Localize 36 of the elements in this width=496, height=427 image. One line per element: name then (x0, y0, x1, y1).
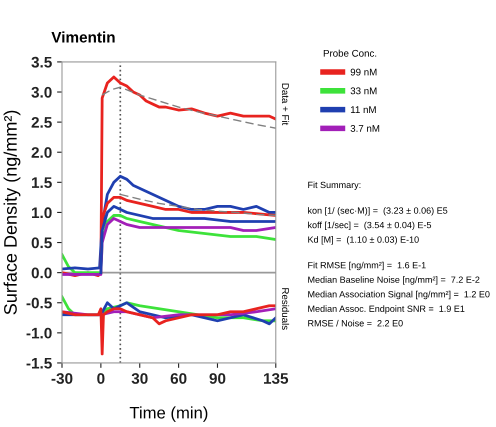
text: Residuals (282, 288, 290, 330)
text: Kd [M] = (1.10 ± 0.03) E-10 (308, 236, 419, 245)
legend-label: 99 nM (350, 68, 376, 76)
text: Median Assoc. Endpoint SNR = 1.9 E1 (308, 305, 464, 314)
chart-title: Vimentin (51, 31, 115, 43)
x-tick-label: -30 (52, 373, 72, 384)
x-tick-label: 90 (210, 373, 226, 384)
x-tick-label: 30 (132, 373, 148, 384)
text: Fit RMSE [ng/mm²] = 1.6 E-1 (308, 262, 426, 270)
y-tick-label: -1.0 (26, 328, 52, 339)
y-tick-label: 1.0 (32, 207, 52, 218)
y-tick-label: 2.0 (32, 147, 52, 158)
y-tick-label: 0.5 (32, 237, 52, 248)
text: kon [1/ (sec·M)] = (3.23 ± 0.06) E5 (308, 207, 448, 216)
x-tick-label: 60 (170, 373, 186, 384)
legend-label: 11 nM (350, 106, 376, 113)
y-tick-label: -1.5 (26, 358, 52, 369)
y-tick-label: 3.5 (31, 56, 52, 68)
text: koff [1/sec] = (3.54 ± 0.04) E-5 (308, 222, 432, 230)
x-tick-label: 0 (97, 373, 104, 384)
legend-label: 3.7 nM (350, 124, 380, 132)
legend-title: Probe Conc. (324, 50, 376, 57)
y-tick-label: 1.5 (32, 177, 52, 188)
y-axis-title: Surface Density (ng/mm²) (4, 110, 20, 314)
x-tick-label: 135 (264, 373, 288, 384)
y-tick-label: 0.0 (32, 268, 52, 278)
text: RMSE / Noise = 2.2 E0 (308, 320, 403, 326)
text: Fit Summary: (308, 181, 360, 190)
text: Median Association Signal [ng/mm²] = 1.2 E0 (308, 290, 490, 300)
y-tick-label: -0.5 (26, 298, 52, 308)
legend-label: 33 nM (350, 87, 376, 94)
text: Data + Fit (282, 84, 290, 126)
y-tick-label: 3.0 (31, 86, 52, 98)
y-tick-label: 2.5 (32, 116, 52, 128)
text: Median Baseline Noise [ng/mm²] = 7.2 E-2 (308, 276, 480, 285)
x-axis-title: Time (min) (130, 406, 208, 422)
